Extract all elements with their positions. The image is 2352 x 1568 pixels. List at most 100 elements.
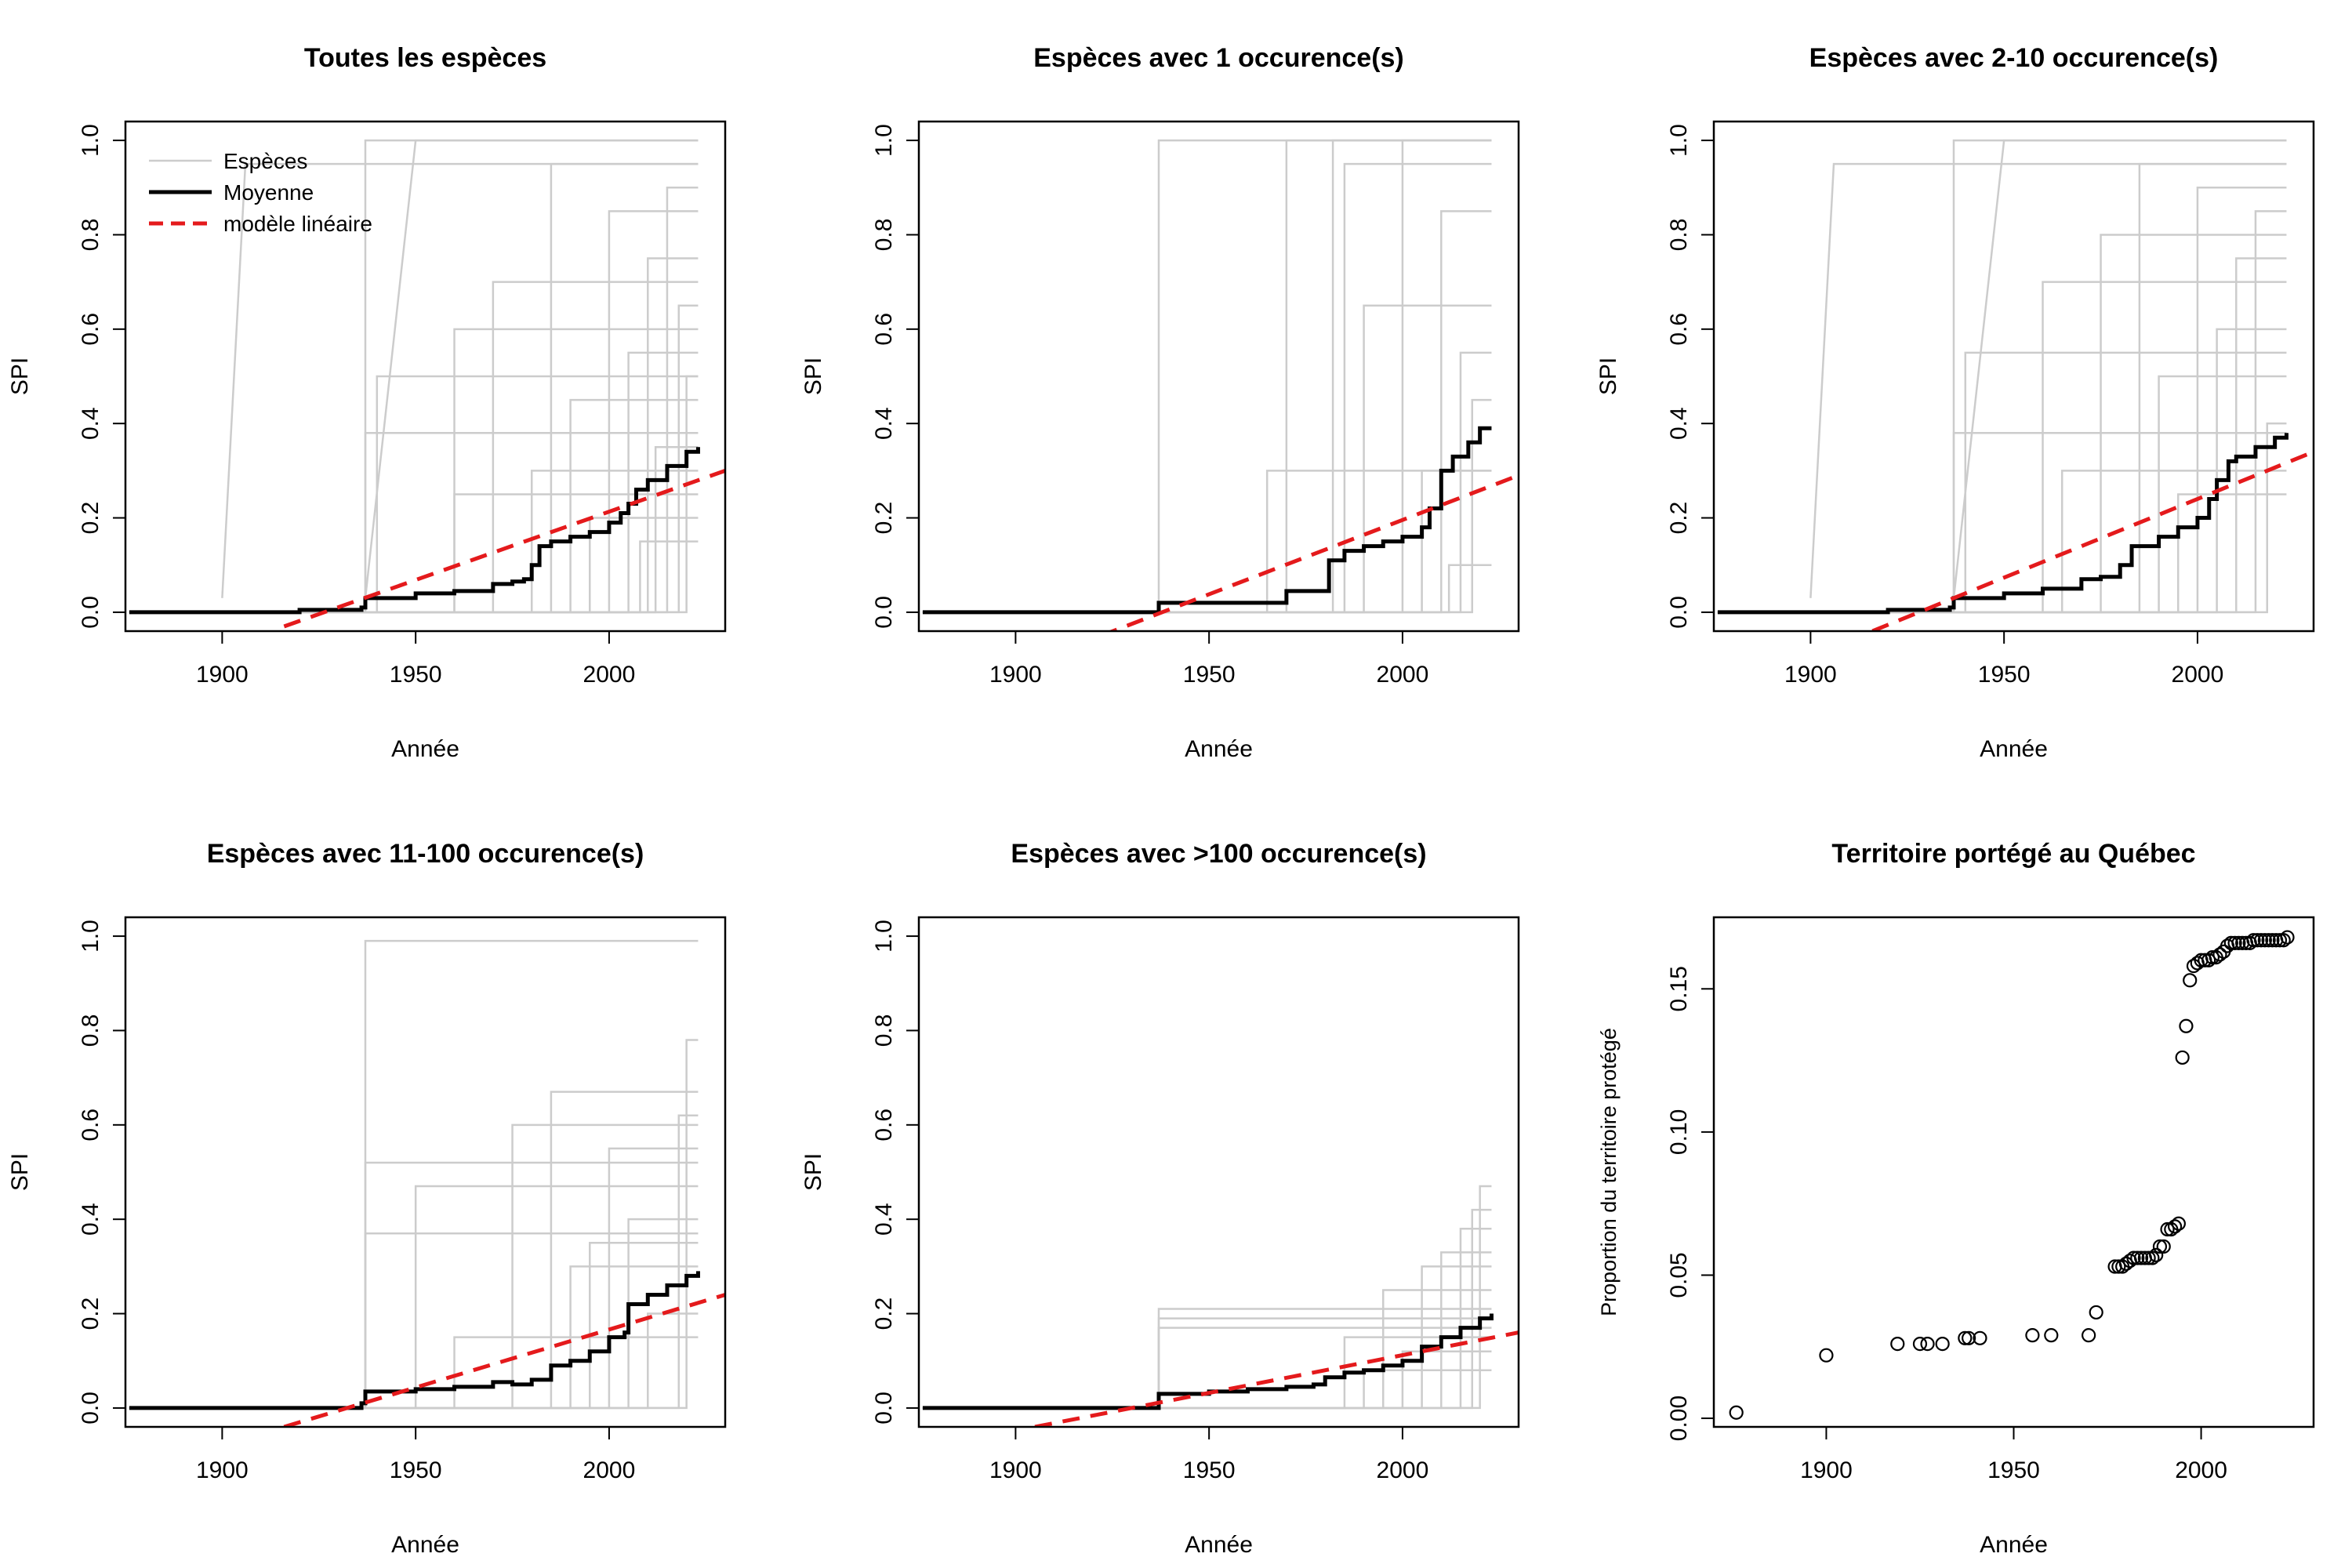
species-line [1717, 470, 2287, 614]
plot-area [1717, 139, 2314, 631]
data-point [2261, 933, 2276, 948]
mean-line [1717, 433, 2288, 615]
species-line [129, 1091, 699, 1410]
species-line [922, 139, 1492, 614]
mean-line [129, 447, 700, 615]
plot-area [129, 939, 725, 1427]
panel-3: Espèces avec 2-10 occurence(s) Année SPI 19… [1595, 43, 2315, 762]
data-point [2179, 1018, 2194, 1033]
data-point [2025, 1328, 2040, 1343]
data-point [1920, 1337, 1935, 1352]
y-tick-label: 0.6 [78, 1109, 103, 1142]
species-line [922, 1369, 1492, 1410]
trend-line [1034, 1330, 1519, 1427]
data-point [2253, 933, 2269, 948]
x-tick-label: 2000 [583, 1457, 636, 1483]
species-line [129, 446, 699, 614]
y-tick-label: 1.0 [1666, 124, 1692, 157]
species-line [922, 210, 1492, 614]
y-tick-label: 0.4 [871, 1203, 897, 1236]
trend-line [283, 469, 725, 629]
x-tick-label: 1950 [1978, 662, 2031, 688]
species-line [129, 1336, 699, 1410]
x-axis-label: Année [1185, 736, 1253, 762]
data-point [2276, 933, 2291, 948]
species-line [922, 1336, 1492, 1410]
trend-line [1107, 474, 1519, 631]
data-point [1819, 1348, 1834, 1363]
y-tick-label: 0.2 [78, 502, 103, 535]
y-axis-label: SPI [7, 358, 33, 395]
data-point [2044, 1328, 2059, 1343]
species-line [129, 1147, 699, 1410]
data-point [1729, 1405, 1744, 1420]
x-tick-label: 1950 [1987, 1457, 2040, 1483]
y-tick-label: 0.0 [871, 1392, 897, 1425]
species-line [922, 139, 1492, 614]
species-line [922, 398, 1492, 614]
data-point [2183, 973, 2198, 988]
data-point [2171, 1216, 2186, 1231]
species-line [922, 470, 1492, 614]
chart-title: Espèces avec 11-100 occurence(s) [207, 839, 644, 869]
species-line [922, 162, 1492, 614]
species-line [922, 139, 1492, 614]
y-tick-label: 0.6 [78, 313, 103, 346]
x-axis-label: Année [1980, 736, 2048, 762]
data-point [1935, 1337, 1950, 1352]
y-tick-label: 0.8 [78, 1014, 103, 1047]
species-line [1717, 162, 2287, 614]
legend-label: Moyenne [223, 180, 314, 205]
data-point [2212, 947, 2227, 962]
y-axis-label: SPI [800, 358, 826, 395]
y-tick-label: 0.2 [871, 1298, 897, 1330]
plot-area [129, 139, 725, 629]
species-line [129, 281, 699, 614]
species-line [129, 1242, 699, 1410]
y-tick-label: 0.00 [1666, 1396, 1692, 1441]
data-point [2223, 935, 2238, 950]
species-line [1717, 257, 2287, 614]
y-tick-label: 0.2 [78, 1298, 103, 1330]
data-point [2145, 1250, 2160, 1265]
x-tick-label: 1900 [989, 662, 1042, 688]
species-line [922, 564, 1492, 614]
x-tick-label: 1950 [390, 1457, 442, 1483]
data-point [2201, 953, 2216, 967]
data-point [2280, 930, 2295, 945]
data-point [1912, 1337, 1928, 1352]
species-line [1717, 431, 2287, 614]
chart-title: Toutes les espèces [304, 43, 546, 73]
plot-area [922, 139, 1519, 631]
trend-line [1871, 449, 2314, 631]
data-point [2265, 933, 2280, 948]
data-point [2126, 1250, 2141, 1265]
data-point [2111, 1259, 2126, 1274]
species-line [129, 257, 699, 614]
x-tick-label: 1900 [196, 1457, 249, 1483]
y-tick-label: 0.0 [1666, 596, 1692, 629]
species-line [922, 1185, 1492, 1410]
data-point [2205, 950, 2220, 965]
y-axis-label: SPI [7, 1153, 33, 1191]
chart-title: Espèces avec 2-10 occurence(s) [1809, 43, 2219, 73]
panel-6: Territoire portégé au Québec Année Proport… [1597, 839, 2315, 1558]
species-line [364, 139, 699, 599]
data-point [2130, 1250, 2145, 1265]
y-axis-label: SPI [800, 1153, 826, 1191]
y-tick-label: 0.8 [871, 1014, 897, 1047]
y-tick-label: 1.0 [78, 920, 103, 953]
x-tick-label: 1900 [989, 1457, 1042, 1483]
data-point [1890, 1337, 1905, 1352]
y-tick-label: 0.15 [1666, 966, 1692, 1011]
species-line [1717, 234, 2287, 614]
y-tick-label: 0.05 [1666, 1252, 1692, 1298]
species-line [1717, 493, 2287, 614]
y-tick-label: 1.0 [78, 124, 103, 157]
species-line [922, 139, 1492, 614]
data-point [2160, 1221, 2175, 1237]
species-line [129, 1185, 699, 1410]
species-line [221, 162, 699, 598]
y-tick-label: 0.4 [78, 407, 103, 440]
